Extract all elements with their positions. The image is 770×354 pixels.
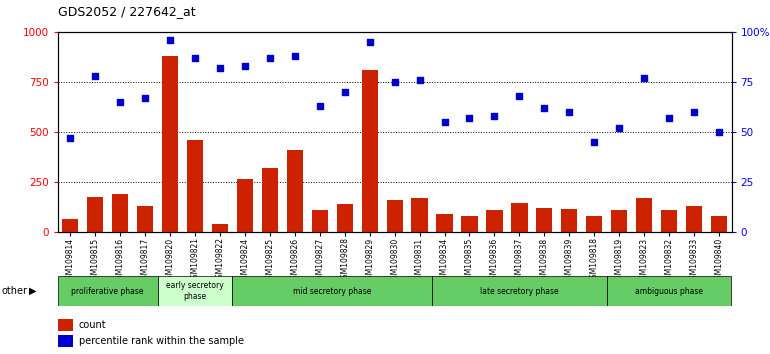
Bar <box>661 210 678 232</box>
Point <box>89 73 102 79</box>
Point <box>688 109 700 115</box>
Bar <box>137 206 153 232</box>
Bar <box>511 203 527 232</box>
Point <box>114 99 126 105</box>
Point <box>663 115 675 121</box>
Point <box>239 63 251 69</box>
Point <box>139 95 151 101</box>
Bar <box>312 210 328 232</box>
Bar <box>58 319 72 331</box>
Point <box>263 55 276 61</box>
Point <box>388 79 400 85</box>
Bar <box>487 210 503 232</box>
Bar <box>411 198 427 232</box>
Bar <box>187 140 203 232</box>
Bar <box>437 214 453 232</box>
Bar <box>336 204 353 232</box>
Point <box>488 113 500 119</box>
Point <box>363 39 376 45</box>
Bar <box>362 70 378 232</box>
Bar <box>387 200 403 232</box>
Bar <box>286 150 303 232</box>
Point <box>613 125 625 131</box>
Text: late secretory phase: late secretory phase <box>480 287 559 296</box>
Bar <box>536 208 552 232</box>
Text: other: other <box>2 286 28 296</box>
Bar <box>262 168 278 232</box>
Bar <box>233 276 432 306</box>
Text: mid secretory phase: mid secretory phase <box>293 287 371 296</box>
Point <box>289 53 301 59</box>
Point <box>189 55 201 61</box>
Text: GDS2052 / 227642_at: GDS2052 / 227642_at <box>58 5 196 18</box>
Point <box>538 105 551 111</box>
Bar <box>432 276 607 306</box>
Text: percentile rank within the sample: percentile rank within the sample <box>79 336 244 346</box>
Bar <box>611 210 628 232</box>
Bar <box>686 206 702 232</box>
Point <box>339 89 351 95</box>
Bar <box>586 216 602 232</box>
Bar <box>607 276 731 306</box>
Point <box>214 65 226 71</box>
Bar <box>237 179 253 232</box>
Point <box>514 93 526 99</box>
Bar <box>561 209 578 232</box>
Point <box>438 119 450 125</box>
Text: early secretory
phase: early secretory phase <box>166 281 224 301</box>
Bar <box>58 335 72 347</box>
Bar <box>636 198 652 232</box>
Bar <box>158 276 233 306</box>
Point <box>313 103 326 109</box>
Point <box>464 115 476 121</box>
Bar <box>87 197 103 232</box>
Bar <box>212 224 228 232</box>
Point <box>164 37 176 43</box>
Text: ambiguous phase: ambiguous phase <box>635 287 703 296</box>
Point <box>588 139 601 145</box>
Bar <box>58 276 158 306</box>
Bar <box>112 194 129 232</box>
Bar <box>711 216 727 232</box>
Bar <box>162 56 178 232</box>
Bar <box>461 216 477 232</box>
Point <box>413 77 426 83</box>
Point <box>713 129 725 135</box>
Text: proliferative phase: proliferative phase <box>72 287 144 296</box>
Point <box>64 135 76 141</box>
Text: count: count <box>79 320 106 330</box>
Point <box>563 109 575 115</box>
Point <box>638 75 651 81</box>
Bar <box>62 219 79 232</box>
Text: ▶: ▶ <box>29 286 37 296</box>
